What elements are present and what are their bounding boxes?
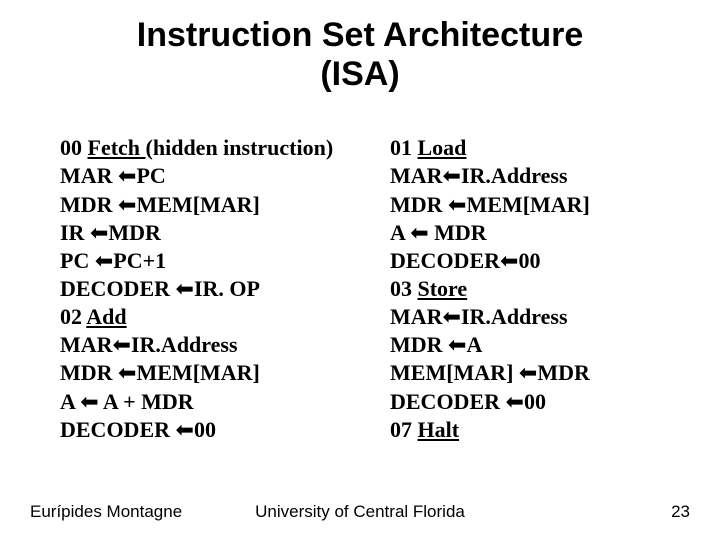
left-arrow-icon: ⬅ [410,220,428,245]
left-arrow-icon: ⬅ [118,360,136,385]
left-arrow-icon: ⬅ [500,248,518,273]
right-line-9: MEM[MAR] ⬅MDR [390,359,680,387]
footer: Eurípides Montagne University of Central… [0,502,720,522]
right-column: 01 Load MAR⬅IR.Address MDR ⬅MEM[MAR] A ⬅… [360,134,680,444]
left-arrow-icon: ⬅ [443,163,461,188]
left-line-7: 02 Add [60,303,350,331]
left-arrow-icon: ⬅ [118,163,136,188]
left-arrow-icon: ⬅ [443,304,461,329]
left-arrow-icon: ⬅ [90,220,108,245]
right-line-11: 07 Halt [390,416,680,444]
left-arrow-icon: ⬅ [176,417,194,442]
title-line-2: (ISA) [0,55,720,94]
footer-affiliation: University of Central Florida [0,502,720,522]
left-line-9: MDR ⬅MEM[MAR] [60,359,350,387]
right-line-4: A ⬅ MDR [390,219,680,247]
left-arrow-icon: ⬅ [448,192,466,217]
right-line-7: MAR⬅IR.Address [390,303,680,331]
slide: Instruction Set Architecture (ISA) 00 Fe… [0,0,720,540]
slide-body: 00 Fetch (hidden instruction) MAR ⬅PC MD… [0,94,720,444]
left-arrow-icon: ⬅ [118,192,136,217]
left-arrow-icon: ⬅ [113,332,131,357]
left-arrow-icon: ⬅ [176,276,194,301]
right-line-1: 01 Load [390,134,680,162]
right-line-3: MDR ⬅MEM[MAR] [390,191,680,219]
left-line-10: A ⬅ A + MDR [60,388,350,416]
left-line-4: IR ⬅MDR [60,219,350,247]
left-line-2: MAR ⬅PC [60,162,350,190]
right-line-10: DECODER ⬅00 [390,388,680,416]
left-column: 00 Fetch (hidden instruction) MAR ⬅PC MD… [60,134,360,444]
right-line-5: DECODER⬅00 [390,247,680,275]
left-line-5: PC ⬅PC+1 [60,247,350,275]
left-line-8: MAR⬅IR.Address [60,331,350,359]
left-arrow-icon: ⬅ [519,360,537,385]
right-line-6: 03 Store [390,275,680,303]
left-arrow-icon: ⬅ [80,389,98,414]
left-arrow-icon: ⬅ [506,389,524,414]
slide-title: Instruction Set Architecture (ISA) [0,0,720,94]
left-arrow-icon: ⬅ [95,248,113,273]
right-line-8: MDR ⬅A [390,331,680,359]
right-line-2: MAR⬅IR.Address [390,162,680,190]
title-line-1: Instruction Set Architecture [0,16,720,55]
left-line-11: DECODER ⬅00 [60,416,350,444]
left-arrow-icon: ⬅ [448,332,466,357]
left-line-3: MDR ⬅MEM[MAR] [60,191,350,219]
left-line-1: 00 Fetch (hidden instruction) [60,134,350,162]
left-line-6: DECODER ⬅IR. OP [60,275,350,303]
